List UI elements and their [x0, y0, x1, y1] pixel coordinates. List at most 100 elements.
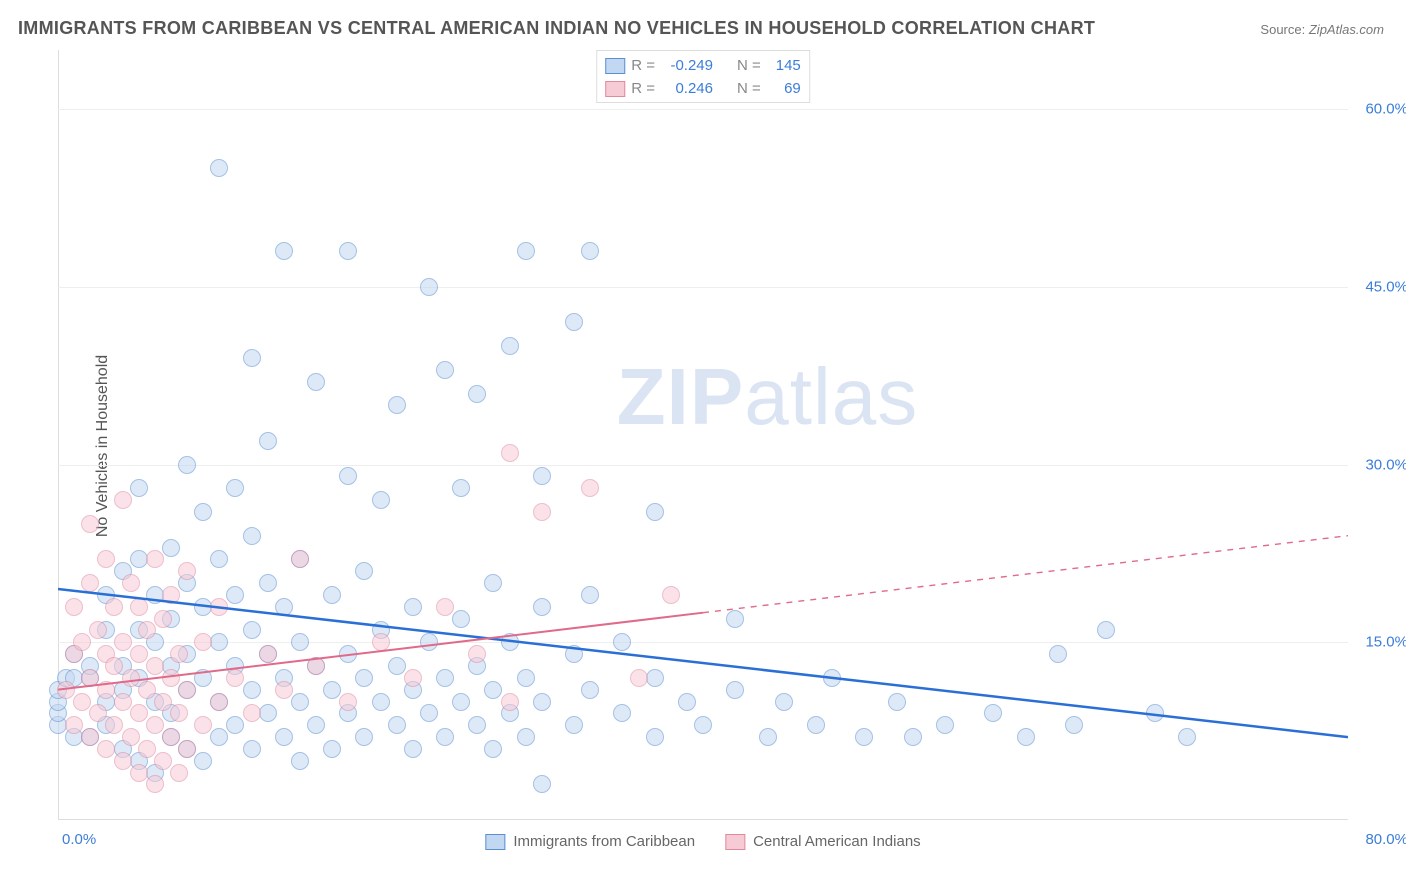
scatter-point-central_american [170, 704, 188, 722]
scatter-point-central_american [259, 645, 277, 663]
scatter-point-caribbean [759, 728, 777, 746]
scatter-point-central_american [65, 598, 83, 616]
scatter-point-central_american [501, 444, 519, 462]
scatter-point-caribbean [291, 693, 309, 711]
scatter-point-caribbean [194, 752, 212, 770]
scatter-point-caribbean [307, 373, 325, 391]
scatter-point-central_american [138, 740, 156, 758]
scatter-point-caribbean [436, 361, 454, 379]
legend-item-central-american: Central American Indians [725, 833, 921, 850]
scatter-point-central_american [65, 716, 83, 734]
scatter-point-caribbean [581, 681, 599, 699]
scatter-point-central_american [630, 669, 648, 687]
legend-swatch-caribbean [605, 58, 625, 74]
scatter-point-caribbean [533, 775, 551, 793]
scatter-point-caribbean [484, 740, 502, 758]
scatter-point-central_american [122, 669, 140, 687]
scatter-point-central_american [97, 681, 115, 699]
scatter-point-central_american [114, 491, 132, 509]
grid-line [58, 465, 1348, 466]
scatter-point-central_american [178, 562, 196, 580]
scatter-point-caribbean [275, 598, 293, 616]
scatter-point-central_american [178, 681, 196, 699]
legend-swatch-central-american [605, 81, 625, 97]
scatter-point-caribbean [1065, 716, 1083, 734]
scatter-point-caribbean [178, 456, 196, 474]
scatter-point-caribbean [888, 693, 906, 711]
scatter-point-caribbean [355, 562, 373, 580]
scatter-point-caribbean [291, 752, 309, 770]
scatter-point-caribbean [355, 728, 373, 746]
scatter-point-caribbean [243, 740, 261, 758]
legend-n-label: N = [737, 55, 761, 78]
scatter-point-caribbean [581, 242, 599, 260]
scatter-point-caribbean [581, 586, 599, 604]
scatter-point-caribbean [436, 728, 454, 746]
scatter-point-central_american [138, 621, 156, 639]
scatter-point-central_american [194, 633, 212, 651]
scatter-point-caribbean [484, 681, 502, 699]
scatter-point-central_american [114, 752, 132, 770]
scatter-point-central_american [97, 740, 115, 758]
scatter-point-caribbean [533, 693, 551, 711]
scatter-point-central_american [130, 704, 148, 722]
scatter-point-central_american [146, 657, 164, 675]
x-axis-line [58, 819, 1348, 820]
scatter-point-caribbean [194, 503, 212, 521]
scatter-point-caribbean [339, 242, 357, 260]
scatter-point-central_american [581, 479, 599, 497]
scatter-point-central_american [114, 693, 132, 711]
trend-line-central_american-dashed [703, 536, 1348, 613]
scatter-point-caribbean [194, 669, 212, 687]
y-tick-label: 60.0% [1353, 101, 1406, 118]
scatter-point-central_american [243, 704, 261, 722]
scatter-point-caribbean [468, 716, 486, 734]
scatter-point-central_american [154, 693, 172, 711]
series-legend: Immigrants from Caribbean Central Americ… [485, 833, 920, 850]
scatter-point-caribbean [420, 633, 438, 651]
grid-line [58, 642, 1348, 643]
legend-n-value-central-american: 69 [767, 78, 801, 101]
scatter-point-central_american [122, 574, 140, 592]
watermark-text-a: ZIP [617, 352, 744, 441]
chart-container: IMMIGRANTS FROM CARIBBEAN VS CENTRAL AME… [0, 0, 1406, 892]
grid-line [58, 109, 1348, 110]
legend-label-caribbean: Immigrants from Caribbean [513, 833, 695, 850]
scatter-point-central_american [89, 621, 107, 639]
scatter-point-central_american [339, 693, 357, 711]
legend-n-value-caribbean: 145 [767, 55, 801, 78]
scatter-point-central_american [130, 764, 148, 782]
scatter-point-central_american [105, 598, 123, 616]
scatter-point-caribbean [1097, 621, 1115, 639]
watermark: ZIPatlas [617, 351, 918, 443]
source-value: ZipAtlas.com [1309, 22, 1384, 37]
legend-r-label: R = [631, 55, 655, 78]
scatter-point-central_american [275, 681, 293, 699]
scatter-point-caribbean [984, 704, 1002, 722]
chart-title: IMMIGRANTS FROM CARIBBEAN VS CENTRAL AME… [18, 18, 1095, 39]
scatter-point-caribbean [1017, 728, 1035, 746]
x-tick-min: 0.0% [62, 831, 96, 848]
scatter-point-caribbean [372, 693, 390, 711]
scatter-point-central_american [154, 610, 172, 628]
grid-line [58, 287, 1348, 288]
scatter-point-central_american [210, 598, 228, 616]
scatter-point-caribbean [210, 159, 228, 177]
scatter-point-central_american [105, 716, 123, 734]
scatter-point-caribbean [162, 539, 180, 557]
scatter-point-central_american [162, 669, 180, 687]
scatter-point-caribbean [275, 728, 293, 746]
scatter-point-central_american [404, 669, 422, 687]
scatter-point-central_american [436, 598, 454, 616]
legend-r-value-caribbean: -0.249 [661, 55, 713, 78]
scatter-point-central_american [81, 728, 99, 746]
scatter-point-central_american [662, 586, 680, 604]
scatter-point-central_american [170, 764, 188, 782]
scatter-point-caribbean [678, 693, 696, 711]
scatter-point-caribbean [388, 396, 406, 414]
scatter-point-central_american [146, 775, 164, 793]
scatter-point-central_american [468, 645, 486, 663]
legend-row-caribbean: R = -0.249 N = 145 [605, 55, 801, 78]
legend-row-central-american: R = 0.246 N = 69 [605, 78, 801, 101]
watermark-text-b: atlas [744, 352, 918, 441]
